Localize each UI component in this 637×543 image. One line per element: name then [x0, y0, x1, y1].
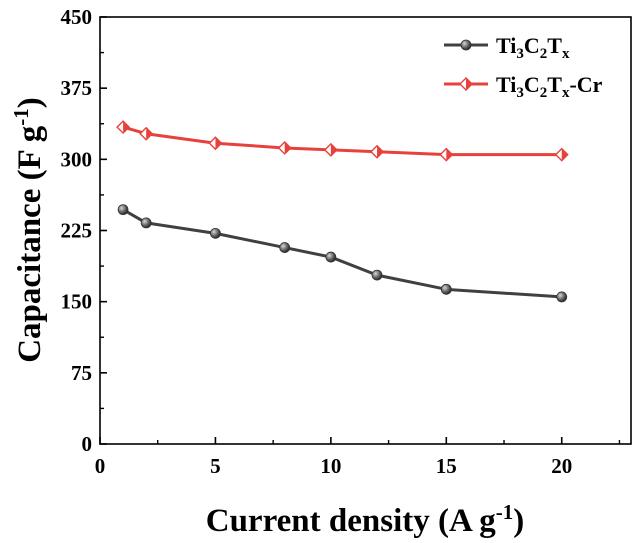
- y-tick-label: 0: [82, 432, 93, 456]
- diamond-marker-fill: [446, 148, 453, 161]
- legend-item: Ti3C2Tx: [444, 33, 570, 62]
- y-tick-label: 75: [71, 361, 92, 385]
- legend-label-part: x: [562, 46, 570, 62]
- y-tick-label: 300: [61, 147, 93, 171]
- data-point: [460, 39, 472, 51]
- legend-label: Ti3C2Tx: [496, 33, 570, 62]
- legend-item: Ti3C2Tx-Cr: [444, 72, 603, 101]
- x-tick-label: 20: [551, 454, 572, 478]
- x-axis: 0 5 10 15 20: [95, 437, 621, 478]
- data-point: [117, 204, 129, 216]
- legend-label-part: x: [562, 85, 570, 101]
- legend-label-part: 2: [540, 46, 548, 62]
- series-layer: [116, 120, 569, 303]
- data-point: [459, 77, 473, 91]
- data-point: [325, 251, 337, 263]
- legend-label-part: 3: [516, 46, 524, 62]
- x-tick-label: 10: [320, 454, 341, 478]
- legend-label-part: T: [547, 72, 562, 97]
- series-line: [122, 208, 562, 299]
- diamond-marker-fill: [284, 141, 291, 154]
- x-tick-label: 0: [95, 454, 106, 478]
- series-line: [122, 125, 562, 157]
- data-point: [277, 140, 292, 155]
- legend-label-part: Ti: [496, 72, 516, 97]
- x-tick-label: 5: [210, 454, 221, 478]
- y-tick-label: 150: [61, 290, 93, 314]
- data-point: [279, 242, 291, 253]
- diamond-marker-fill: [123, 121, 130, 134]
- series-ti3c2tx-cr: [116, 120, 569, 162]
- diamond-marker-fill: [330, 143, 337, 156]
- y-axis-title: Capacitance (F g-1): [9, 97, 48, 363]
- diamond-marker-fill: [561, 148, 568, 161]
- data-point: [208, 136, 223, 151]
- legend-label-part: C: [524, 72, 540, 97]
- data-point: [210, 227, 221, 239]
- x-axis-title: Current density (A g-1): [206, 500, 524, 539]
- data-point: [139, 126, 154, 141]
- diamond-marker-fill: [215, 137, 222, 150]
- legend-label-part: Ti: [496, 33, 516, 58]
- legend-label-part: 3: [516, 85, 524, 101]
- x-tick-label: 15: [436, 454, 457, 478]
- y-tick-label: 375: [61, 76, 93, 100]
- data-point: [370, 144, 385, 159]
- data-point: [440, 283, 452, 295]
- diamond-marker-fill: [146, 127, 153, 140]
- series-ti3c2tx: [117, 204, 568, 303]
- legend-label-part: -Cr: [569, 72, 602, 97]
- data-point: [439, 147, 454, 162]
- data-point: [554, 147, 569, 162]
- y-tick-label: 450: [61, 5, 93, 29]
- legend-label-part: 2: [540, 85, 548, 101]
- data-point: [556, 291, 568, 303]
- legend-label-part: C: [524, 33, 540, 58]
- y-tick-label: 225: [61, 219, 93, 243]
- diamond-marker-fill: [377, 145, 384, 158]
- data-point: [140, 217, 152, 229]
- data-point: [323, 142, 338, 157]
- data-point: [116, 120, 131, 135]
- data-point: [371, 269, 383, 281]
- legend-label: Ti3C2Tx-Cr: [496, 72, 603, 101]
- legend-label-part: T: [547, 33, 562, 58]
- diamond-marker-fill: [466, 78, 472, 90]
- y-axis: 0 75 150 225 300 375 450: [61, 5, 107, 456]
